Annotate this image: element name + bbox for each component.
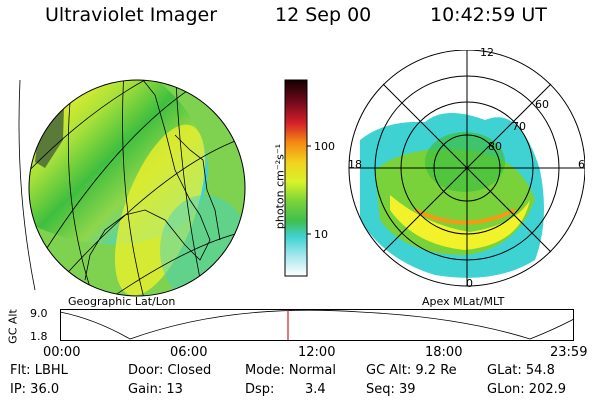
info-mode: Mode: Normal bbox=[245, 363, 336, 378]
time-tick-2359: 23:59 bbox=[550, 345, 588, 360]
mlt-label-6: 6 bbox=[578, 158, 585, 171]
date-label: 12 Sep 00 bbox=[275, 4, 372, 26]
polar-mlat-mlt-plot bbox=[348, 50, 585, 287]
time-tick-1800: 18:00 bbox=[425, 345, 463, 360]
info-flt: Flt: LBHL bbox=[10, 363, 68, 378]
info-glat: GLat: 54.8 bbox=[487, 363, 555, 378]
info-seq: Seq: 39 bbox=[366, 382, 416, 397]
info-dsp-label: Dsp: bbox=[245, 382, 275, 397]
mlat-label-70: 70 bbox=[512, 120, 526, 133]
altitude-ylabel: GC Alt bbox=[6, 309, 20, 344]
info-gcalt: GC Alt: 9.2 Re bbox=[366, 363, 457, 378]
altitude-ytick-high: 9.0 bbox=[30, 307, 48, 320]
apex-caption: Apex MLat/MLT bbox=[422, 295, 505, 308]
colorbar-tick-10: 10 bbox=[314, 228, 328, 241]
info-ip: IP: 36.0 bbox=[10, 382, 60, 397]
mlat-label-80: 80 bbox=[488, 140, 502, 153]
colorbar-tick-100: 100 bbox=[314, 140, 335, 153]
mlt-label-0: 0 bbox=[466, 277, 473, 290]
altitude-timeline-plot bbox=[60, 309, 575, 341]
colorbar-unit-label: photon cm⁻²s⁻¹ bbox=[273, 143, 287, 230]
info-dsp-value: 3.4 bbox=[305, 382, 326, 397]
mlt-label-18: 18 bbox=[348, 158, 362, 171]
color-scale-bar bbox=[284, 79, 311, 277]
geographic-globe bbox=[18, 79, 246, 297]
info-glon: GLon: 202.9 bbox=[487, 382, 567, 397]
time-label: 10:42:59 UT bbox=[430, 4, 547, 26]
mlat-label-60: 60 bbox=[535, 98, 549, 111]
info-gain: Gain: 13 bbox=[128, 382, 183, 397]
geographic-caption: Geographic Lat/Lon bbox=[68, 295, 176, 308]
mlt-label-12: 12 bbox=[480, 46, 494, 59]
time-tick-1200: 12:00 bbox=[298, 345, 336, 360]
info-door: Door: Closed bbox=[128, 363, 212, 378]
instrument-title: Ultraviolet Imager bbox=[45, 4, 218, 26]
time-tick-0000: 00:00 bbox=[43, 345, 81, 360]
time-tick-0600: 06:00 bbox=[170, 345, 208, 360]
altitude-ytick-low: 1.8 bbox=[30, 330, 48, 343]
